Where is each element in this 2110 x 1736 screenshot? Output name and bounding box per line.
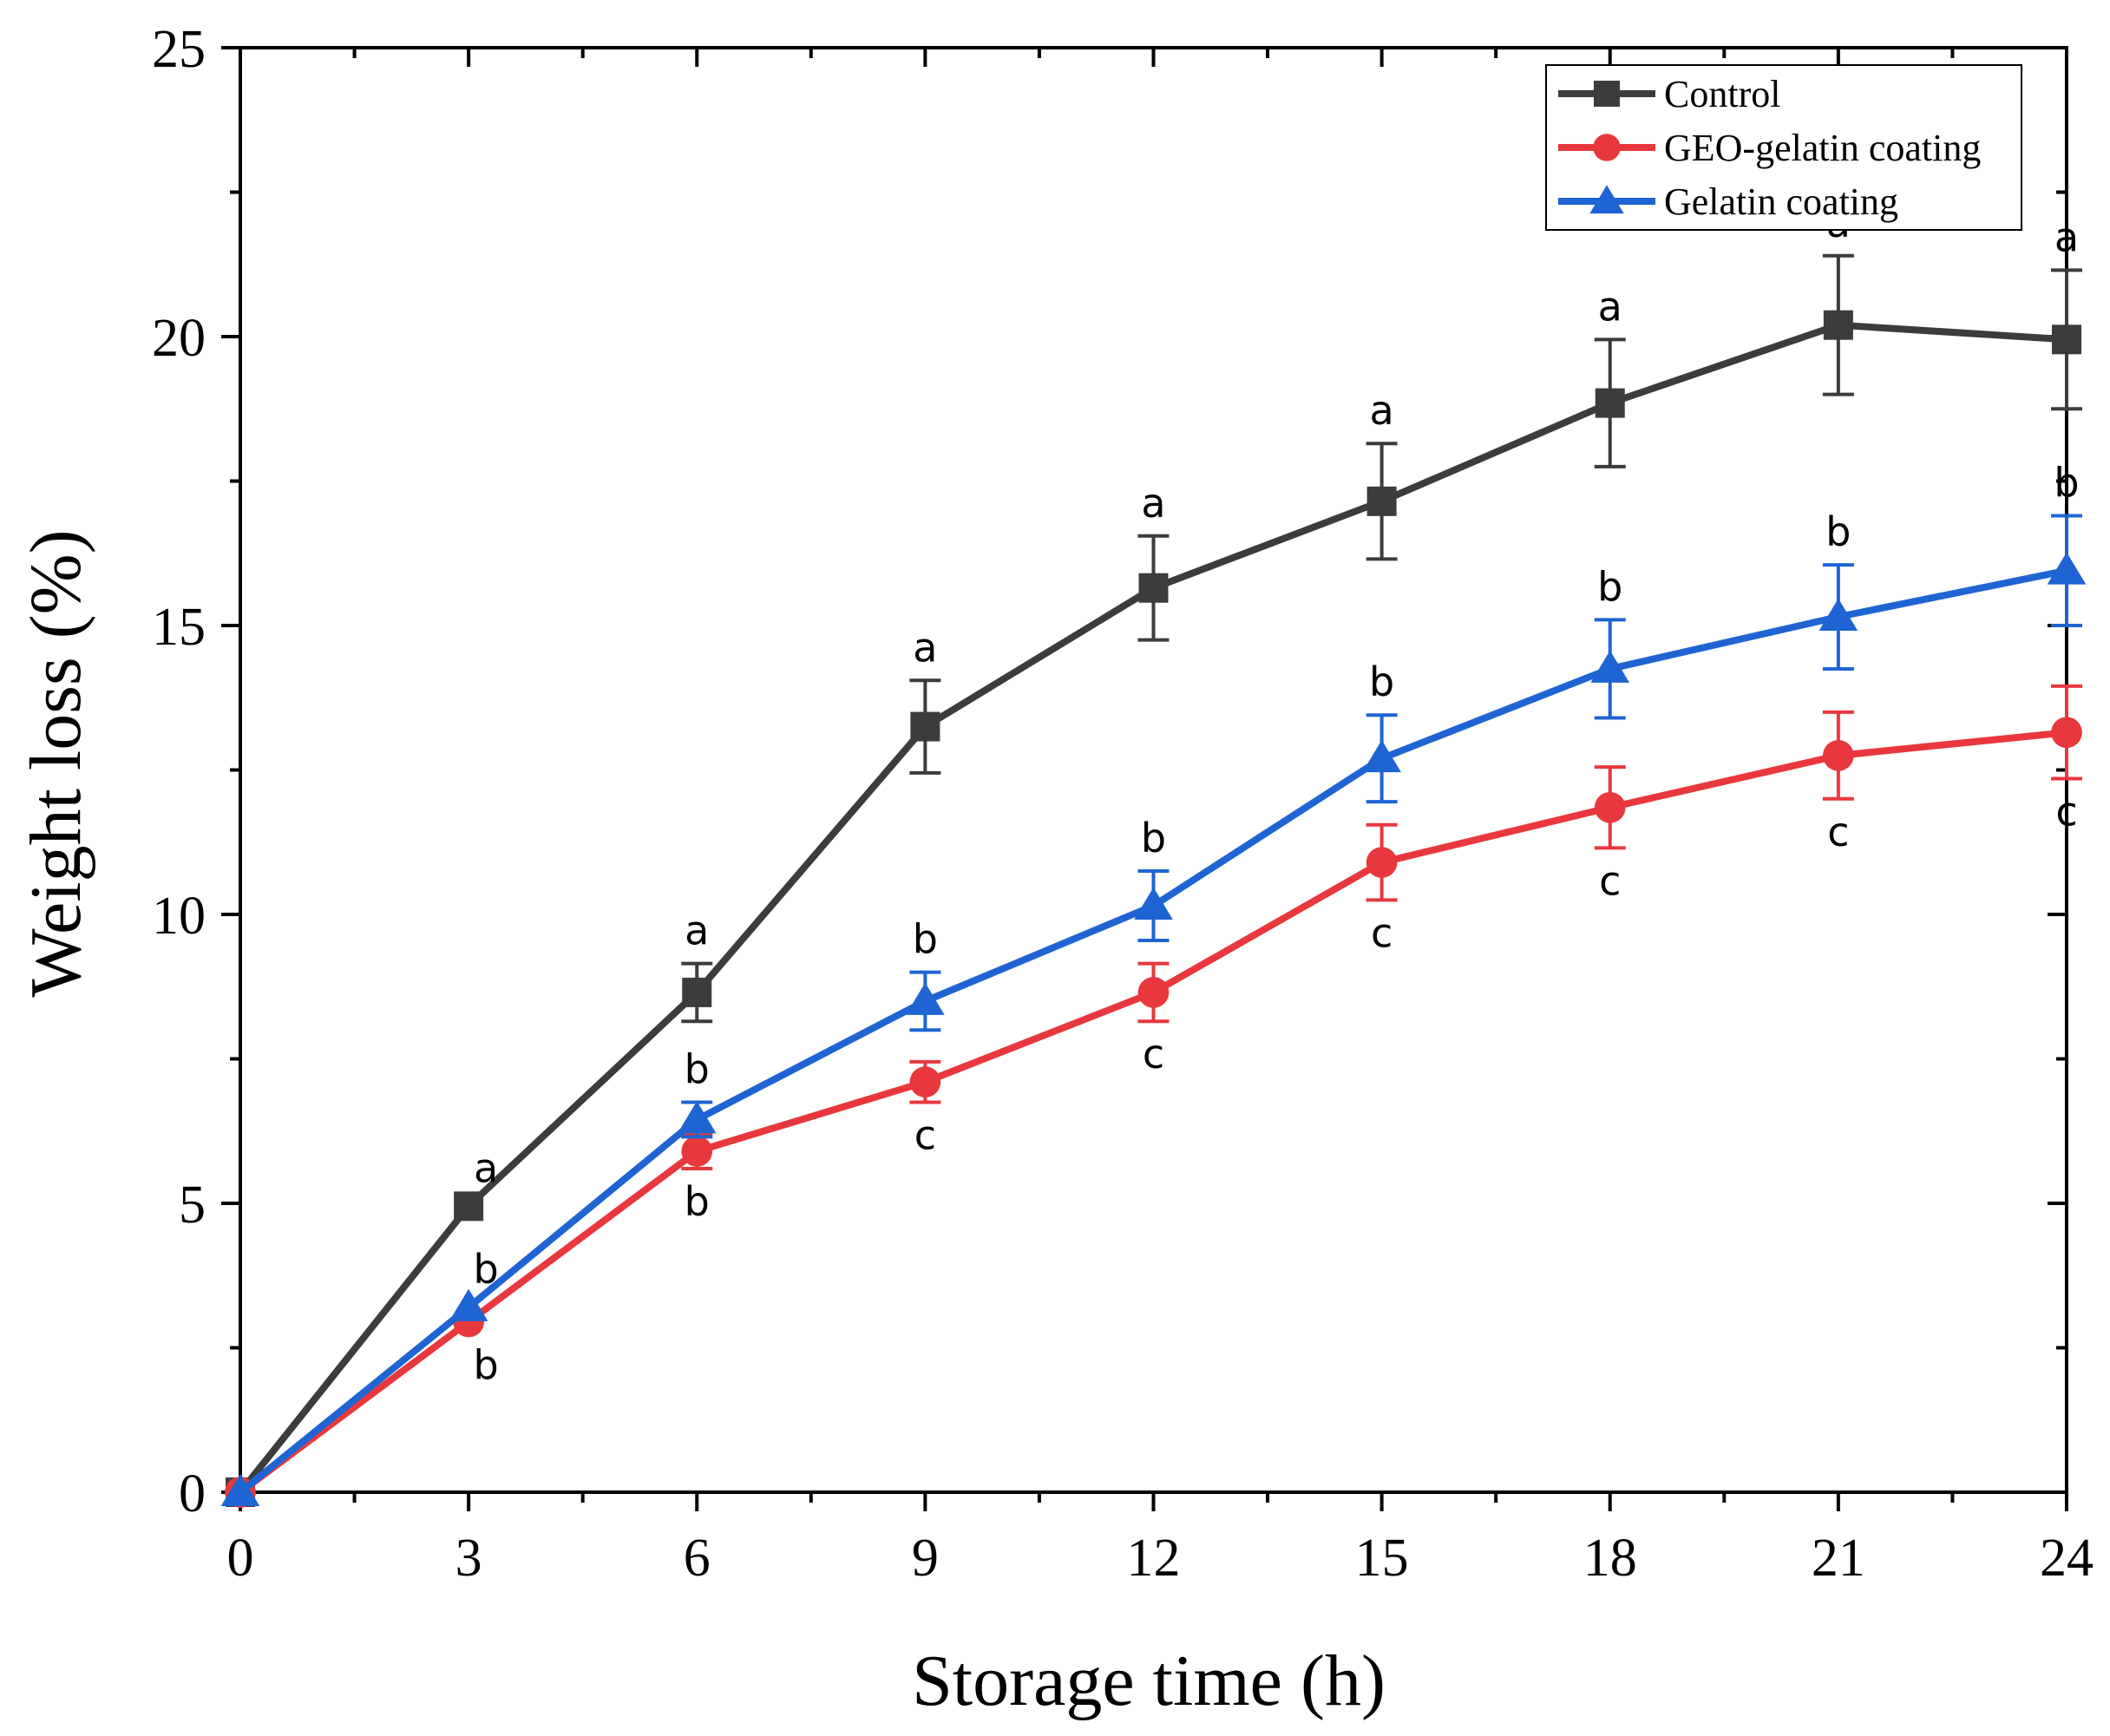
significance-label: a <box>685 907 709 954</box>
y-tick-label: 0 <box>179 1464 206 1523</box>
significance-label: a <box>1141 480 1165 527</box>
x-tick-label: 24 <box>2040 1529 2094 1588</box>
legend-label: GEO-gelatin coating <box>1664 127 1981 169</box>
series-geo-gelatin-coating: b b c c c c c c <box>225 684 2082 1508</box>
x-tick-label: 18 <box>1583 1529 1637 1588</box>
x-tick-label: 6 <box>684 1529 711 1588</box>
data-point <box>2047 552 2087 585</box>
significance-label: c <box>1143 1031 1164 1078</box>
axes: 0 3 6 9 12 15 18 21 24 0 5 10 15 20 25 <box>152 20 2094 1588</box>
x-tick-label: 9 <box>912 1529 939 1588</box>
x-tick-label: 21 <box>1812 1529 1865 1588</box>
legend-marker <box>1589 185 1624 214</box>
data-point <box>1594 791 1626 823</box>
significance-label: a <box>474 1144 498 1191</box>
data-point <box>910 711 940 742</box>
y-axis-title: Weight loss (%) <box>16 529 96 997</box>
data-point <box>1134 887 1173 920</box>
data-point <box>1818 598 1858 631</box>
y-tick-label: 25 <box>152 20 206 79</box>
significance-label: b <box>474 1342 499 1389</box>
significance-label: b <box>474 1246 499 1293</box>
significance-label: b <box>685 1045 710 1092</box>
x-tick-label: 12 <box>1127 1529 1181 1588</box>
y-tick-label: 5 <box>179 1176 206 1235</box>
significance-label: a <box>1598 283 1622 330</box>
data-point <box>677 1101 717 1134</box>
data-point <box>1823 310 1853 340</box>
data-point <box>681 1136 713 1167</box>
significance-label: a <box>1370 387 1394 434</box>
data-point <box>1595 388 1625 418</box>
significance-label: c <box>2055 788 2077 835</box>
significance-label: a <box>2054 213 2079 260</box>
y-tick-label: 10 <box>152 887 206 946</box>
significance-label: b <box>913 916 938 963</box>
data-point <box>909 1066 941 1097</box>
data-point <box>906 982 945 1015</box>
series-gelatin-coating: b b b b b b b b <box>220 459 2087 1506</box>
significance-label: b <box>1597 563 1622 610</box>
data-point <box>449 1288 488 1321</box>
data-point <box>682 977 712 1007</box>
data-point <box>2052 324 2081 355</box>
data-point <box>1138 573 1169 603</box>
x-tick-label: 3 <box>455 1529 482 1588</box>
significance-label: b <box>1141 815 1166 861</box>
significance-label: a <box>913 624 937 671</box>
significance-label: c <box>1599 857 1621 904</box>
significance-label: c <box>914 1111 936 1158</box>
y-tick-label: 15 <box>152 598 206 657</box>
series-layer: aaaaaaaabbccccccbbbbbbbb <box>220 200 2087 1508</box>
legend-marker <box>1594 81 1620 107</box>
significance-label: b <box>1825 508 1851 555</box>
data-point <box>454 1191 484 1222</box>
significance-label: b <box>685 1178 710 1225</box>
legend-label: Control <box>1664 73 1780 115</box>
significance-label: b <box>1369 658 1394 705</box>
significance-label: c <box>1371 909 1392 956</box>
x-tick-label: 0 <box>227 1529 254 1588</box>
data-point <box>1366 486 1397 516</box>
x-tick-label: 15 <box>1355 1529 1409 1588</box>
significance-label: b <box>2054 459 2079 506</box>
significance-label: c <box>1827 809 1849 855</box>
data-point <box>220 1473 260 1506</box>
data-point <box>2051 717 2082 749</box>
data-point <box>1362 739 1401 773</box>
plot-frame <box>239 46 2068 1494</box>
data-point <box>1590 650 1630 683</box>
legend-marker <box>1593 134 1621 161</box>
data-point <box>1366 847 1398 878</box>
x-axis-title: Storage time (h) <box>912 1641 1386 1721</box>
data-point <box>1823 740 1854 771</box>
y-tick-label: 20 <box>152 309 206 368</box>
data-point <box>1137 977 1170 1008</box>
legend-label: Gelatin coating <box>1664 180 1898 223</box>
legend: Control GEO-gelatin coating Gelatin coatin… <box>1545 64 2022 231</box>
